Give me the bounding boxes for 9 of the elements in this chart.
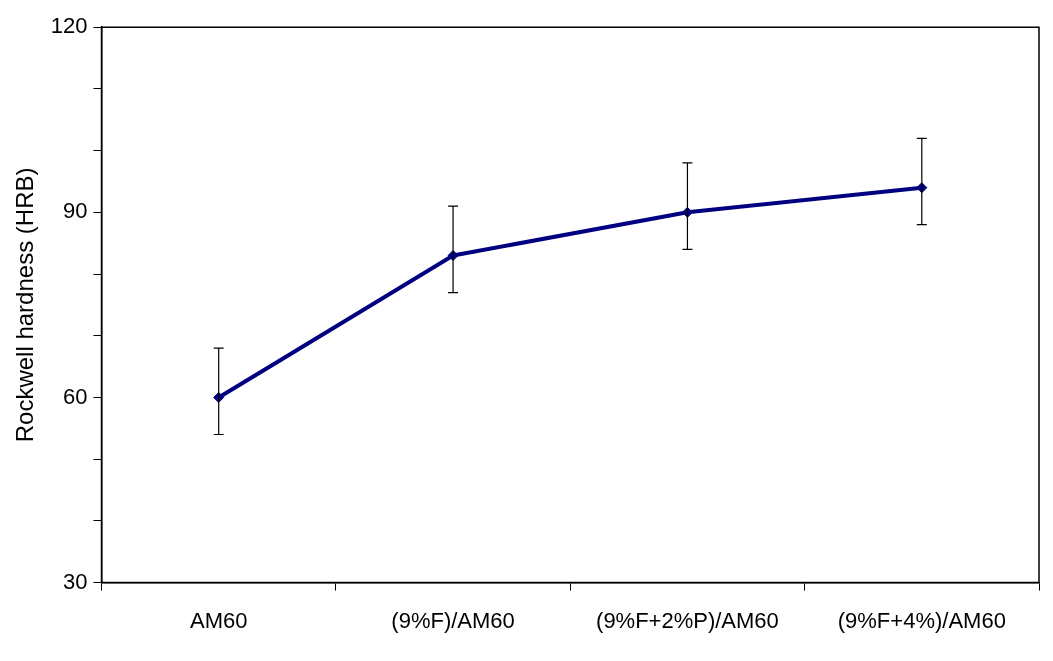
y-tick-label: 120 [50,13,88,39]
x-tick-label: (9%F)/AM60 [391,607,515,633]
x-tick-label: (9%F+4%)/AM60 [837,607,1006,633]
y-tick-label: 90 [63,198,88,224]
y-tick-label: 30 [63,568,88,594]
x-tick-label: AM60 [189,607,248,633]
y-axis-title: Rockwell hardness (HRB) [11,167,39,443]
x-tick-label: (9%F+2%P)/AM60 [596,607,779,633]
y-tick-label: 60 [63,383,88,409]
